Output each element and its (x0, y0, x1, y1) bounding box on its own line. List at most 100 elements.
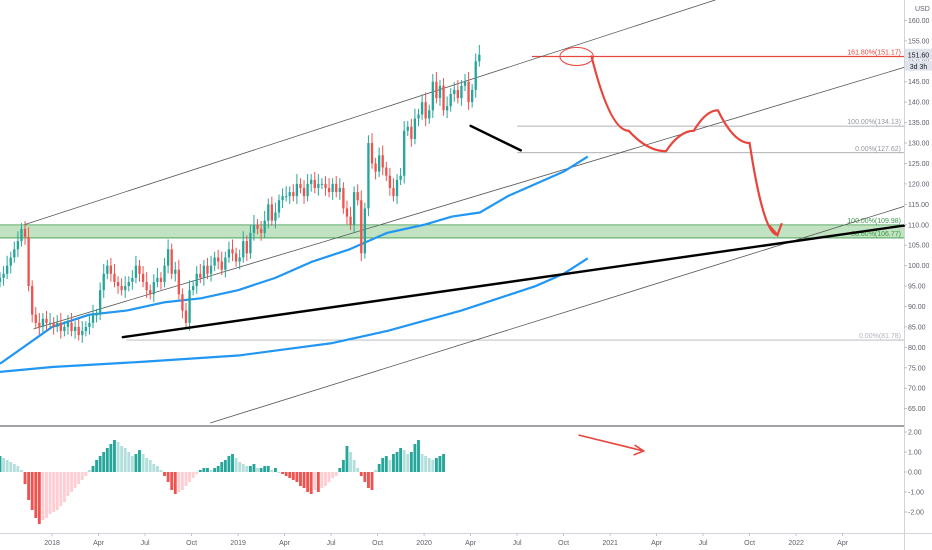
candle-body (442, 85, 445, 111)
fib-level-label: 100.00%(109.98) (847, 218, 901, 225)
candle-body (456, 89, 460, 99)
candle-body (335, 183, 338, 193)
oscillator-bar (130, 456, 134, 472)
oscillator-bar (281, 472, 285, 474)
time-tick-label: Jul (513, 540, 522, 547)
divergence-arrow (578, 434, 644, 452)
candle-body (9, 257, 12, 266)
price-tick-label: 85.00 (908, 324, 926, 331)
candle-body (81, 331, 84, 336)
candle-body (399, 175, 402, 180)
oscillator-bar (62, 472, 66, 502)
oscillator-bar (55, 472, 59, 510)
oscillator-bar (206, 468, 209, 472)
candle-body (163, 265, 166, 282)
price-tick-label: 125.00 (908, 161, 930, 168)
oscillator-bar (145, 458, 149, 472)
currency-label: USD (915, 6, 930, 13)
time-tick-label: Apr (837, 540, 849, 547)
time-tick-label: 2019 (230, 540, 246, 547)
ma-long-line (0, 257, 589, 373)
oscillator-bar (417, 440, 420, 472)
candle-body (166, 249, 170, 266)
candle-body (152, 281, 155, 295)
fib-level-label: 0.00%(127.62) (855, 146, 901, 153)
price-axis[interactable]: 160.00155.00150.00145.00140.00135.00130.… (904, 6, 930, 517)
fib-level-label: 88.60%(106.77) (851, 231, 901, 238)
oscillator-bar (59, 472, 63, 506)
candle-body (159, 277, 163, 282)
candle-body (470, 89, 474, 103)
price-tick-label: 70.00 (908, 386, 926, 393)
oscillator-bar (52, 472, 56, 512)
candle-body (431, 81, 434, 111)
price-tick-label: 155.00 (908, 38, 930, 45)
candle-body (16, 241, 20, 250)
oscillator-bar (442, 454, 445, 472)
candle-body (302, 187, 306, 197)
candle-body (206, 265, 209, 274)
candle-body (342, 187, 345, 209)
oscillator-bar (245, 466, 249, 472)
candle-body (331, 183, 334, 193)
candle-body (156, 277, 159, 282)
candle-body (199, 273, 202, 278)
candle-body (224, 257, 227, 270)
oscillator-bar (184, 472, 188, 486)
oscillator-bar (127, 452, 131, 472)
oscillator-bar (152, 464, 156, 472)
price-tick-label: 95.00 (908, 284, 926, 291)
oscillator-bar (324, 472, 327, 486)
oscillator-bar (266, 466, 270, 472)
trendline (121, 224, 906, 339)
projection-arrowhead (768, 222, 783, 238)
oscillator-bar (345, 446, 349, 472)
candle-body (277, 200, 281, 213)
oscillator-bar (48, 472, 52, 514)
candle-body (234, 253, 238, 262)
candle-body (31, 286, 34, 315)
oscillator-bar (198, 470, 202, 472)
oscillator-bar (431, 460, 435, 472)
candle-body (406, 126, 409, 131)
oscillator-bar (5, 460, 9, 472)
candle-body (109, 265, 113, 274)
candle-body (149, 290, 152, 295)
price-tick-label: 90.00 (908, 304, 926, 311)
candle-body (377, 155, 381, 172)
osc-tick-label: 1.00 (908, 450, 922, 457)
countdown-badge (905, 60, 932, 71)
osc-tick-label: 0.00 (908, 470, 922, 477)
candle-body (420, 102, 424, 115)
candle-body (177, 269, 181, 295)
oscillator-bar (427, 458, 431, 472)
oscillator-bar (248, 466, 252, 472)
oscillator-bar (120, 446, 124, 472)
oscillator-bar (384, 456, 388, 472)
oscillator-bar (166, 472, 170, 482)
candle-body (363, 208, 367, 254)
oscillator-bar (209, 470, 213, 472)
oscillator-bar (238, 462, 242, 472)
oscillator-bar (173, 472, 177, 494)
oscillator-bar (227, 456, 231, 472)
price-tick-label: 105.00 (908, 243, 930, 250)
oscillator-bar (195, 472, 199, 474)
candle-body (45, 318, 48, 323)
oscillator-bar (313, 472, 317, 490)
oscillator-bar (95, 460, 99, 472)
oscillator-bar (77, 472, 81, 484)
oscillator-bar (302, 472, 306, 488)
osc-tick-label: -1.00 (908, 490, 924, 497)
support-zone (0, 224, 904, 238)
candle-body (38, 322, 41, 327)
oscillator-bar (37, 472, 41, 524)
oscillator-bar (284, 472, 288, 476)
oscillator-bar (80, 472, 84, 480)
candle-body (249, 232, 252, 254)
candle-body (370, 143, 374, 164)
time-axis[interactable]: 2018 Apr Jul Oct 2019 Apr Jul Oct 2020 Apr Jul Oct 2… (44, 533, 849, 548)
oscillator-bar (231, 454, 234, 472)
countdown-label: 3d 3h (910, 64, 928, 71)
